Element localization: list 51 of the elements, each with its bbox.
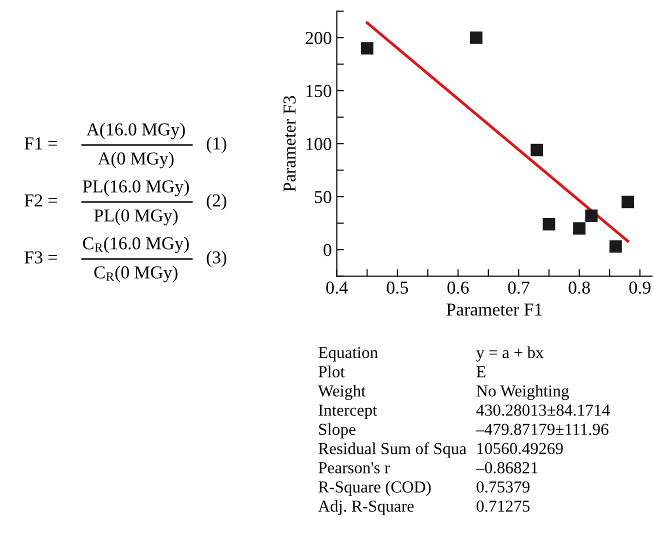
text: E: [476, 366, 486, 378]
point: [530, 144, 544, 156]
x-tick-label: 0.5: [386, 282, 408, 294]
point: [622, 196, 634, 208]
text: –0.86821: [476, 462, 538, 474]
text: 0.75379: [476, 481, 530, 493]
x-tick-label: 0.7: [508, 282, 530, 294]
text: 0.71275: [476, 500, 530, 512]
x-tick-label: 0.8: [568, 282, 590, 294]
y-axis-title: Parameter F3: [284, 96, 296, 192]
text: Equation: [318, 346, 378, 362]
point: [542, 218, 556, 230]
y-tick-label: 100: [306, 138, 332, 150]
text: A(16.0 MGy): [86, 122, 185, 140]
text: Weight: [318, 384, 366, 400]
y-tick-label: 0: [324, 244, 332, 256]
y-tick-label: 200: [306, 32, 332, 44]
text: y = a + bx: [476, 346, 544, 362]
text: 10560.49269: [477, 442, 563, 454]
point: [470, 31, 482, 44]
text: Plot: [318, 366, 345, 378]
text: (1): [206, 136, 226, 154]
text: F2 =: [24, 194, 57, 206]
text: No Weighting: [476, 384, 569, 400]
text: R-Square (COD): [318, 480, 431, 496]
y-tick-label: 50: [314, 190, 332, 204]
text: (3): [206, 250, 226, 268]
point: [360, 42, 374, 54]
text: 430.28013±84.1714: [476, 404, 610, 416]
text: Slope: [319, 423, 356, 438]
text: –479.87179±111.96: [476, 424, 608, 436]
text: Pearson's r: [318, 462, 390, 474]
point: [573, 222, 586, 235]
text: C$_{R}$(0 MGy): [94, 266, 178, 282]
x-axis-title: Parameter F1: [446, 304, 542, 316]
text: Intercept: [318, 404, 378, 420]
text: Adj. R-Square: [318, 500, 414, 516]
text: A(0 MGy): [98, 152, 174, 168]
x-tick-label: 0.6: [447, 282, 469, 294]
text: C$_{R}$(16.0 MGy): [83, 236, 189, 254]
x-tick-label: 0.4: [326, 282, 348, 294]
text: Residual Sum of Squa: [318, 442, 466, 458]
text: F1 =: [24, 137, 57, 150]
text: F3 =: [24, 251, 57, 264]
text: PL(16.0 MGy): [82, 180, 189, 196]
point: [609, 240, 622, 253]
point: [585, 210, 598, 222]
text: PL(0 MGy): [94, 208, 178, 226]
text: (2): [206, 194, 226, 210]
x-tick-label: 0.9: [629, 282, 650, 294]
y-tick-label: 150: [306, 84, 332, 98]
